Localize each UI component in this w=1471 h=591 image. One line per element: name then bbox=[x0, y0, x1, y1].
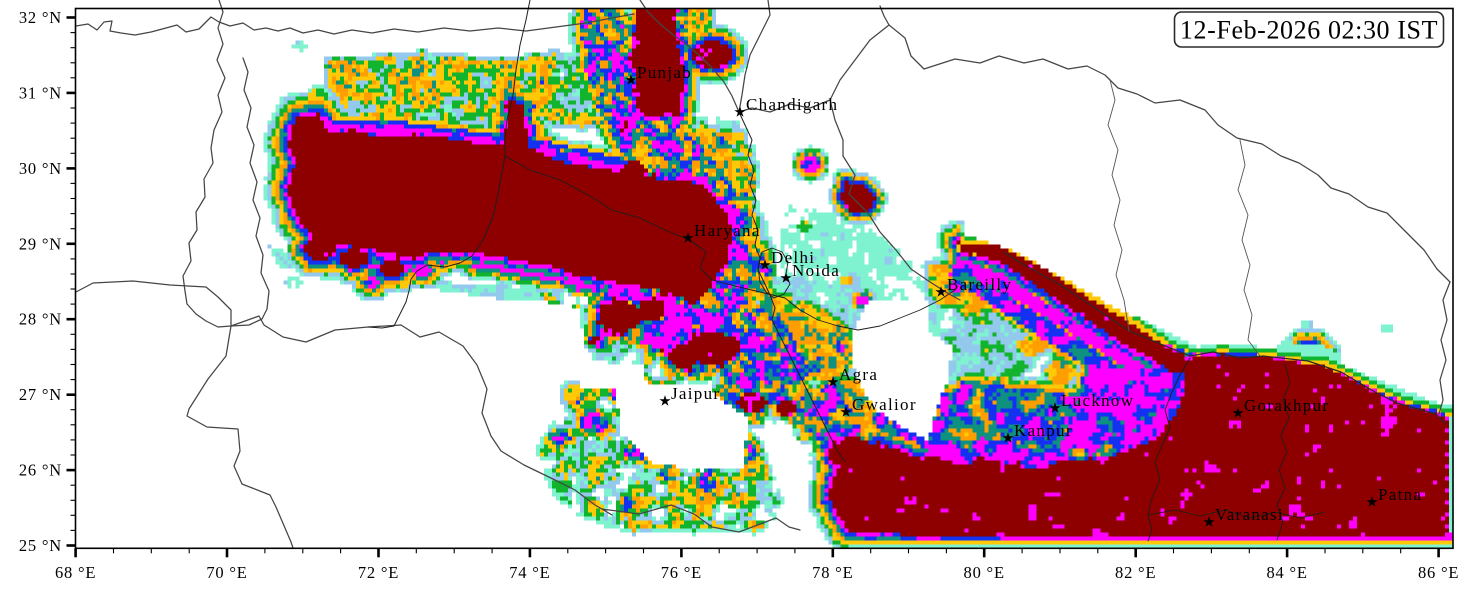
svg-text:Kanpur: Kanpur bbox=[1014, 421, 1073, 440]
svg-text:25 °N: 25 °N bbox=[19, 536, 62, 555]
svg-text:12-Feb-2026 02:30 IST: 12-Feb-2026 02:30 IST bbox=[1180, 16, 1438, 45]
svg-text:Varanasi: Varanasi bbox=[1215, 505, 1284, 524]
svg-text:Chandigarh: Chandigarh bbox=[746, 95, 838, 114]
svg-text:72 °E: 72 °E bbox=[358, 563, 399, 582]
svg-text:Noida: Noida bbox=[792, 261, 840, 280]
svg-text:29 °N: 29 °N bbox=[19, 234, 62, 253]
svg-text:Haryana: Haryana bbox=[694, 221, 761, 240]
svg-text:68 °E: 68 °E bbox=[55, 563, 96, 582]
svg-text:74 °E: 74 °E bbox=[509, 563, 550, 582]
svg-text:31 °N: 31 °N bbox=[19, 83, 62, 102]
svg-text:Gwalior: Gwalior bbox=[852, 395, 917, 414]
svg-text:Punjab: Punjab bbox=[637, 63, 692, 82]
svg-text:Delhi: Delhi bbox=[771, 248, 815, 267]
svg-text:28 °N: 28 °N bbox=[19, 310, 62, 329]
svg-text:80 °E: 80 °E bbox=[964, 563, 1005, 582]
svg-text:26 °N: 26 °N bbox=[19, 461, 62, 480]
svg-text:70 °E: 70 °E bbox=[206, 563, 247, 582]
svg-text:82 °E: 82 °E bbox=[1115, 563, 1156, 582]
svg-text:86 °E: 86 °E bbox=[1418, 563, 1459, 582]
svg-text:32 °N: 32 °N bbox=[19, 8, 62, 27]
svg-text:30 °N: 30 °N bbox=[19, 159, 62, 178]
svg-text:78 °E: 78 °E bbox=[812, 563, 853, 582]
svg-text:27 °N: 27 °N bbox=[19, 385, 62, 404]
svg-text:84 °E: 84 °E bbox=[1266, 563, 1307, 582]
svg-text:Bareilly: Bareilly bbox=[947, 275, 1012, 294]
svg-text:Jaipur: Jaipur bbox=[671, 384, 720, 403]
svg-text:Patna: Patna bbox=[1378, 485, 1422, 504]
svg-text:76 °E: 76 °E bbox=[661, 563, 702, 582]
svg-text:Lucknow: Lucknow bbox=[1061, 391, 1134, 410]
svg-text:Gorakhpur: Gorakhpur bbox=[1244, 396, 1329, 415]
svg-text:Agra: Agra bbox=[839, 365, 878, 384]
